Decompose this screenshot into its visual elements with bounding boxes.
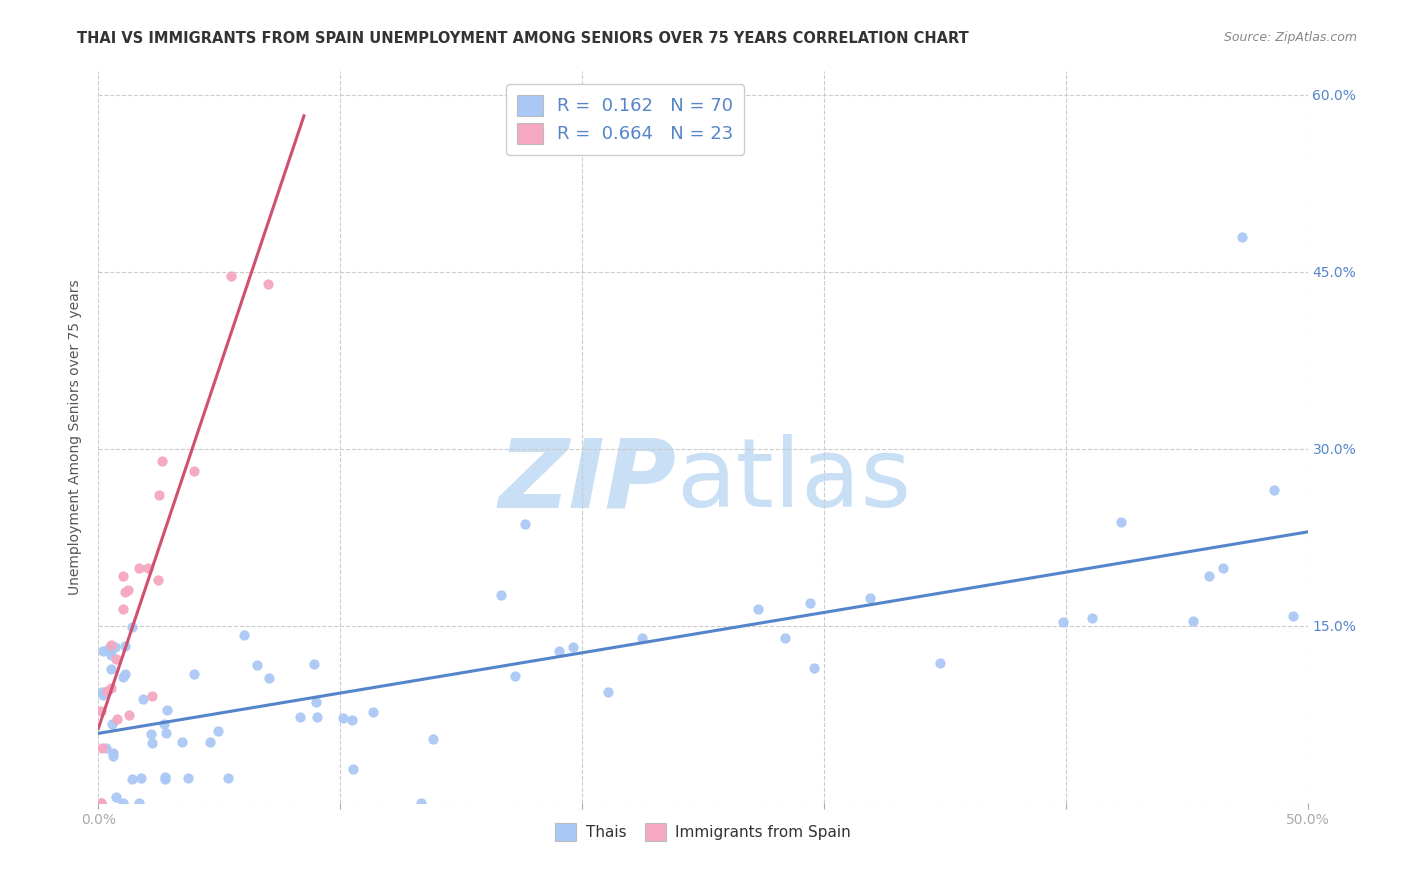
Point	[631, 631, 654, 645]
Point	[503, 668, 526, 682]
Point	[100, 681, 122, 696]
Point	[152, 717, 174, 731]
Point	[136, 561, 159, 575]
Point	[90, 704, 112, 718]
Point	[1109, 515, 1132, 529]
Point	[1212, 561, 1234, 575]
Point	[257, 671, 280, 685]
Point	[100, 662, 122, 676]
Point	[156, 703, 179, 717]
Point	[233, 628, 256, 642]
Point	[112, 796, 135, 810]
Point	[91, 644, 114, 658]
Point	[114, 639, 136, 653]
Point	[90, 796, 112, 810]
Point	[290, 709, 312, 723]
Point	[101, 717, 124, 731]
Point	[1198, 569, 1220, 583]
Point	[207, 723, 229, 738]
Point	[489, 588, 512, 602]
Point	[859, 591, 882, 606]
Point	[217, 771, 239, 785]
Text: atlas: atlas	[676, 434, 911, 527]
Point	[118, 707, 141, 722]
Point	[91, 688, 114, 702]
Point	[342, 763, 364, 777]
Point	[129, 771, 152, 785]
Point	[100, 638, 122, 652]
Point	[141, 736, 163, 750]
Y-axis label: Unemployment Among Seniors over 75 years: Unemployment Among Seniors over 75 years	[69, 279, 83, 595]
Point	[114, 667, 136, 681]
Point	[1052, 615, 1074, 629]
Point	[1081, 611, 1104, 625]
Point	[128, 796, 150, 810]
Point	[256, 277, 278, 291]
Point	[361, 705, 384, 719]
Point	[112, 568, 135, 582]
Point	[1230, 229, 1253, 244]
Point	[305, 710, 328, 724]
Point	[90, 796, 112, 810]
Point	[155, 725, 177, 739]
Point	[90, 796, 112, 810]
Point	[148, 573, 170, 587]
Point	[562, 640, 585, 654]
Point	[513, 516, 536, 531]
Text: THAI VS IMMIGRANTS FROM SPAIN UNEMPLOYMENT AMONG SENIORS OVER 75 YEARS CORRELATI: THAI VS IMMIGRANTS FROM SPAIN UNEMPLOYME…	[77, 31, 969, 46]
Point	[101, 748, 124, 763]
Point	[422, 731, 444, 746]
Point	[153, 772, 176, 786]
Legend: Thais, Immigrants from Spain: Thais, Immigrants from Spain	[546, 814, 860, 850]
Point	[150, 453, 173, 467]
Point	[183, 465, 205, 479]
Point	[246, 657, 269, 672]
Point	[139, 727, 162, 741]
Point	[103, 640, 125, 654]
Point	[104, 652, 127, 666]
Point	[183, 666, 205, 681]
Point	[799, 596, 821, 610]
Point	[117, 582, 139, 597]
Point	[332, 711, 354, 725]
Point	[1282, 609, 1305, 624]
Point	[98, 641, 121, 656]
Point	[177, 772, 200, 786]
Point	[803, 661, 825, 675]
Point	[101, 747, 124, 761]
Point	[111, 602, 134, 616]
Point	[170, 734, 193, 748]
Point	[94, 741, 117, 756]
Point	[114, 584, 136, 599]
Point	[105, 712, 128, 726]
Point	[340, 713, 363, 727]
Point	[304, 695, 326, 709]
Point	[121, 620, 143, 634]
Point	[128, 561, 150, 575]
Point	[100, 648, 122, 663]
Point	[596, 684, 619, 698]
Point	[547, 643, 569, 657]
Point	[1182, 615, 1205, 629]
Point	[131, 692, 153, 706]
Point	[409, 796, 432, 810]
Point	[1263, 483, 1285, 498]
Point	[302, 657, 325, 672]
Point	[775, 631, 797, 645]
Point	[141, 689, 163, 703]
Point	[104, 790, 127, 805]
Point	[219, 268, 242, 283]
Point	[929, 656, 952, 670]
Point	[198, 734, 221, 748]
Point	[747, 602, 769, 616]
Point	[96, 683, 118, 698]
Text: ZIP: ZIP	[499, 434, 676, 527]
Point	[148, 488, 170, 502]
Point	[153, 770, 176, 784]
Point	[112, 670, 135, 684]
Text: Source: ZipAtlas.com: Source: ZipAtlas.com	[1223, 31, 1357, 45]
Point	[90, 685, 112, 699]
Point	[91, 740, 114, 755]
Point	[121, 772, 143, 786]
